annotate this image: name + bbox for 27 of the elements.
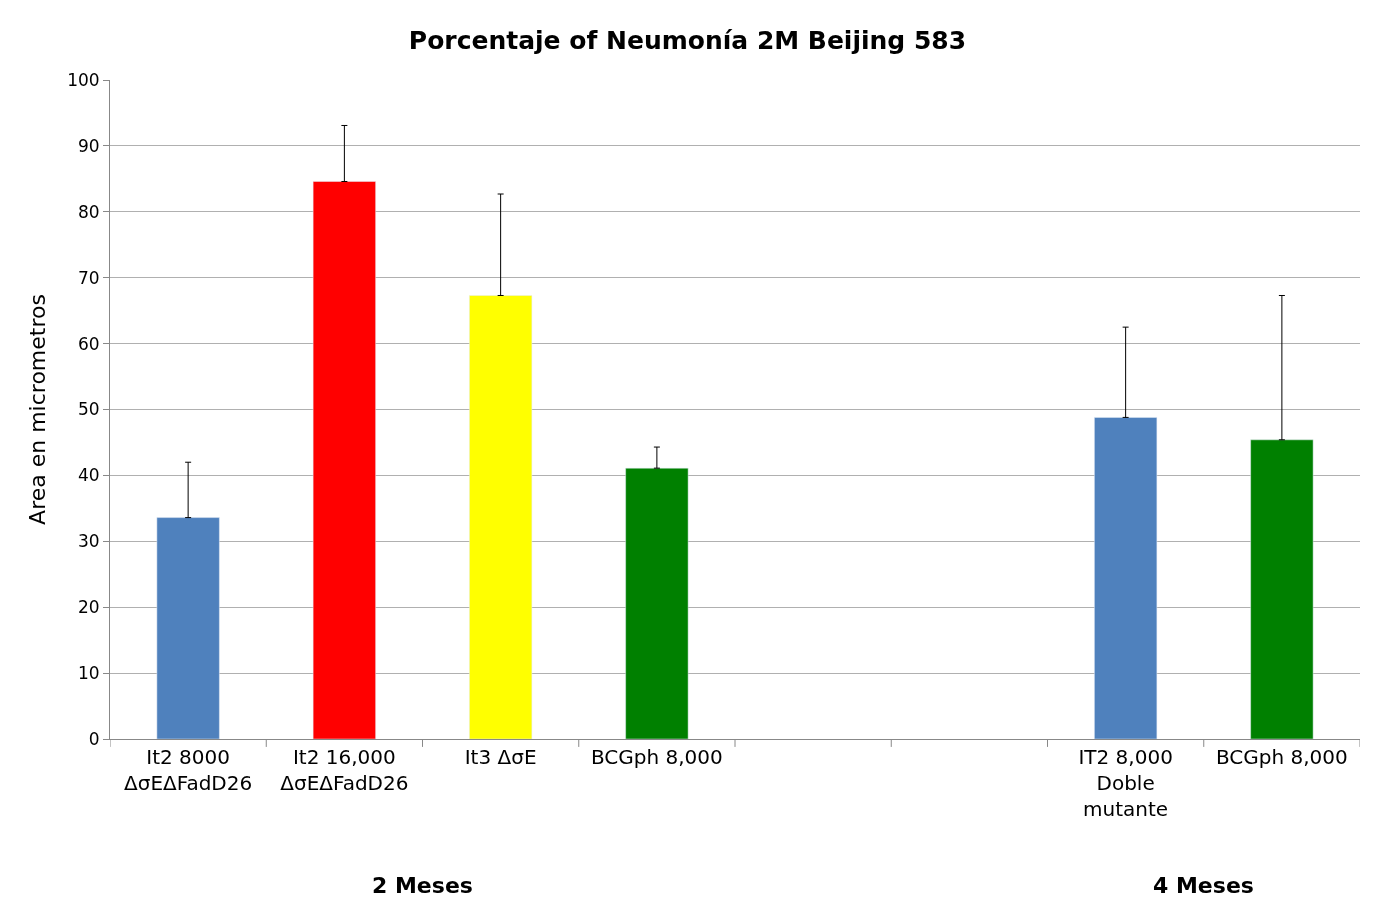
x-tick-label: BCGph 8,000 [590,745,723,769]
x-tick-label: BCGph 8,000 [1215,745,1348,769]
bar [1250,439,1314,739]
y-axis-title: Area en micrometros [24,294,50,525]
y-tick-label: 20 [77,597,100,618]
x-tick-label: It2 16,000 ΔσEΔFadD26 [280,745,409,795]
y-tick-label: 90 [77,135,100,156]
x-tick-label: It3 ΔσE [464,745,537,769]
chart-title: Porcentaje of Neumonía 2M Beijing 583 [408,25,967,55]
y-tick-label: 0 [88,728,100,749]
bar [625,467,689,739]
y-tick-label: 70 [77,267,100,288]
bar [156,517,220,739]
x-tick-label: IT2 8,000 Doble mutante [1078,745,1173,821]
y-tick-label: 100 [67,69,100,90]
text: 4 Meses [1153,873,1254,898]
y-tick-label: 50 [77,399,100,420]
y-tick-label: 60 [77,333,100,354]
y-tick-label: 80 [77,201,100,222]
y-tick-label: 30 [77,531,100,552]
y-tick-label: 40 [77,465,100,486]
text: 2 Meses [372,873,473,898]
bar [469,295,533,739]
x-tick-label: It2 8000 ΔσEΔFadD26 [124,745,253,795]
bar [312,181,376,739]
y-tick-label: 10 [77,663,100,684]
bar [1094,417,1158,739]
